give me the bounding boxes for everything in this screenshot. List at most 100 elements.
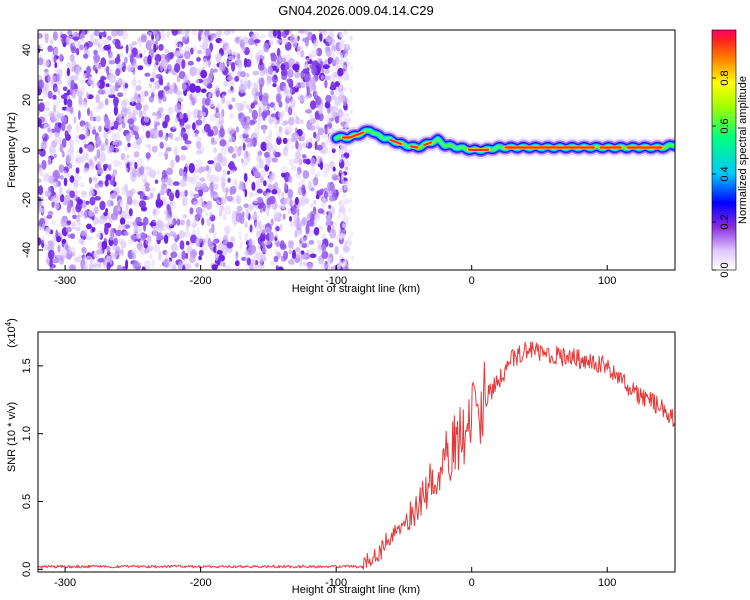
noise-blob	[233, 144, 238, 153]
noise-blob	[279, 240, 285, 249]
noise-blob	[302, 68, 308, 74]
noise-blob	[312, 177, 319, 186]
noise-blob	[52, 94, 57, 100]
noise-blob	[131, 247, 138, 256]
noise-blob	[288, 158, 295, 166]
noise-blob	[76, 124, 80, 132]
noise-blob	[256, 188, 263, 194]
noise-blob	[270, 260, 276, 267]
noise-blob	[180, 154, 187, 161]
spectrogram-y-ticks: -40 -20 0 20 40	[21, 44, 43, 258]
noise-blob	[104, 179, 109, 187]
noise-blob	[249, 263, 254, 270]
noise-blob	[138, 200, 147, 209]
noise-blob	[340, 32, 344, 38]
noise-blob	[265, 142, 273, 152]
noise-blob	[272, 105, 277, 112]
noise-blob	[138, 110, 143, 118]
noise-blob	[339, 44, 342, 50]
noise-blob	[343, 210, 347, 220]
noise-blob	[196, 226, 201, 235]
noise-blob	[63, 97, 68, 106]
noise-blob	[313, 131, 317, 139]
noise-blob	[179, 191, 185, 198]
noise-blob	[143, 239, 149, 249]
noise-blob	[268, 231, 274, 242]
noise-blob	[171, 30, 179, 36]
noise-blob	[58, 164, 65, 173]
noise-blob	[309, 157, 316, 167]
noise-blob	[151, 145, 158, 153]
noise-blob	[329, 228, 337, 239]
noise-blob	[320, 198, 327, 209]
noise-blob	[278, 126, 283, 133]
noise-blob	[75, 216, 81, 227]
noise-blob	[96, 248, 104, 255]
noise-blob	[189, 93, 193, 101]
noise-blob	[208, 228, 212, 234]
noise-blob	[145, 238, 153, 246]
noise-blob	[207, 93, 211, 100]
noise-blob	[315, 194, 320, 200]
noise-blob	[264, 151, 271, 158]
noise-blob	[213, 183, 219, 191]
noise-blob	[61, 170, 68, 179]
noise-blob	[321, 134, 328, 139]
noise-blob	[175, 90, 182, 96]
noise-blob	[163, 258, 169, 267]
noise-blob	[251, 109, 258, 120]
noise-blob	[53, 104, 57, 113]
noise-blob	[306, 262, 313, 270]
noise-blob	[145, 186, 151, 192]
noise-blob	[252, 263, 260, 270]
noise-blob	[156, 206, 161, 215]
noise-blob	[219, 63, 226, 72]
noise-blob	[290, 144, 295, 151]
noise-blob	[222, 235, 229, 245]
noise-blob	[276, 39, 282, 45]
noise-blob	[106, 65, 110, 76]
noise-blob	[301, 198, 307, 207]
noise-blob	[344, 76, 348, 82]
noise-blob	[139, 232, 146, 242]
noise-blob	[74, 194, 78, 199]
noise-blob	[42, 243, 49, 251]
noise-blob	[113, 120, 119, 130]
noise-blob	[339, 168, 343, 174]
noise-blob	[81, 124, 88, 132]
noise-blob	[227, 89, 231, 94]
colorbar: 0.0 0.2 0.4 0.6 0.8 Normalized spectral ampl…	[711, 29, 749, 278]
noise-blob	[345, 43, 349, 49]
noise-blob	[97, 258, 105, 263]
noise-blob	[329, 195, 335, 202]
noise-blob	[155, 40, 159, 45]
noise-blob	[289, 219, 294, 228]
noise-blob	[162, 95, 167, 102]
noise-blob	[121, 191, 128, 196]
noise-blob	[198, 255, 203, 261]
noise-blob	[346, 148, 350, 154]
noise-blob	[213, 147, 217, 154]
snr-marks	[38, 341, 675, 570]
noise-blob	[161, 182, 165, 191]
noise-blob	[219, 40, 227, 45]
noise-blob	[83, 70, 87, 75]
noise-blob	[157, 152, 165, 157]
noise-blob	[313, 226, 320, 236]
noise-blob	[346, 60, 350, 66]
noise-blob	[106, 35, 112, 41]
noise-blob	[209, 89, 214, 97]
snr-y-label: SNR (10 * v/v)	[6, 402, 18, 472]
noise-blob	[155, 115, 161, 121]
noise-blob	[297, 96, 305, 101]
noise-blob	[82, 264, 88, 270]
noise-blob	[88, 209, 96, 217]
noise-blob	[170, 159, 175, 169]
noise-blob	[235, 126, 239, 133]
noise-blob	[53, 66, 60, 72]
noise-blob	[75, 157, 79, 163]
noise-blob	[315, 57, 323, 62]
noise-blob	[184, 140, 192, 145]
colorbar-ticks: 0.0 0.2 0.4 0.6 0.8	[712, 70, 731, 278]
noise-blob	[105, 83, 110, 88]
